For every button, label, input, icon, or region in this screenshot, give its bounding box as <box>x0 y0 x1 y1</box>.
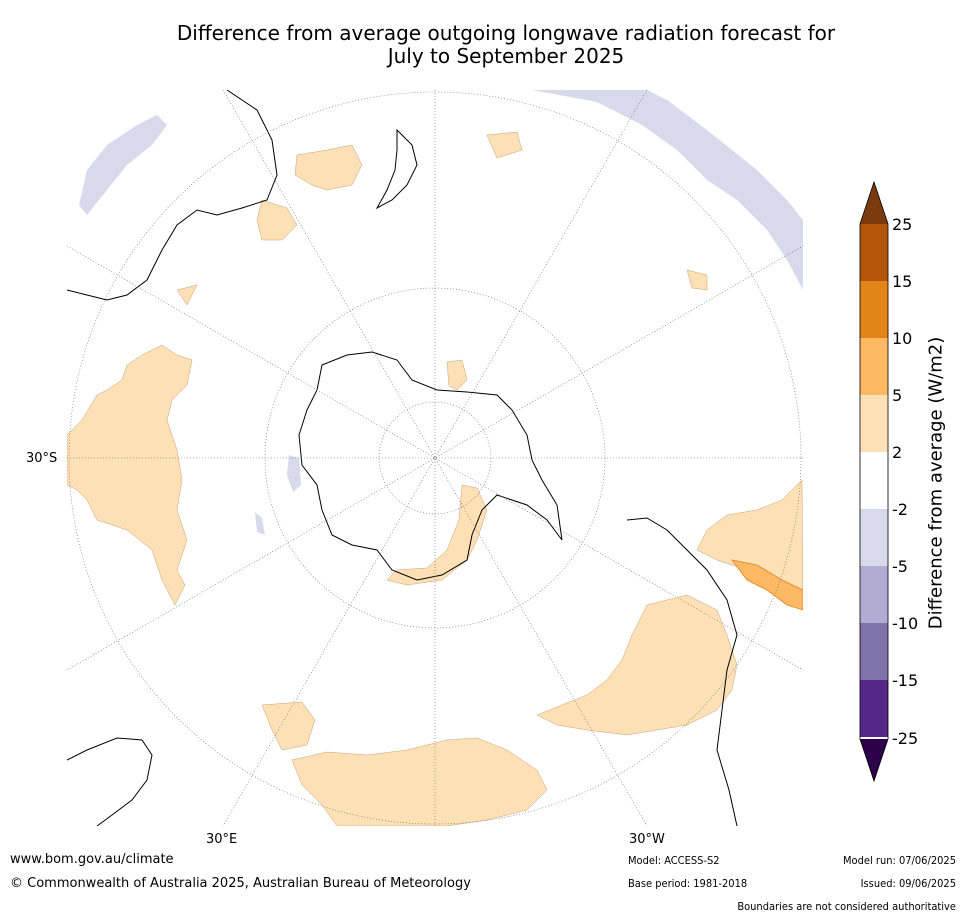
anomaly-pos-strong <box>731 559 803 611</box>
title-line-2: July to September 2025 <box>387 44 625 68</box>
anomaly-pos-blob-1 <box>486 131 523 159</box>
lon-label-30w: 30°W <box>629 832 665 847</box>
title-line-1: Difference from average outgoing longwav… <box>176 21 836 45</box>
anomaly-pos-south <box>291 737 548 826</box>
footer-disclaimer: Boundaries are not considered authoritat… <box>737 900 956 913</box>
australia-coast <box>67 90 278 301</box>
colorbar-tick: -5 <box>892 557 908 576</box>
south-america-coast <box>626 517 738 826</box>
anomaly-pos-small-ant <box>386 484 488 586</box>
anomaly-pos-blob-2 <box>686 269 708 291</box>
colorbar <box>859 180 889 783</box>
colorbar-m25-m15 <box>860 680 888 737</box>
colorbar-tick: -10 <box>892 614 919 633</box>
colorbar-15-25 <box>860 224 888 281</box>
colorbar-5-10 <box>860 338 888 395</box>
colorbar-tick: -15 <box>892 671 919 690</box>
anomaly-neg-small-2 <box>255 512 265 535</box>
colorbar-tick: 5 <box>892 386 903 405</box>
colorbar-10-15 <box>860 281 888 338</box>
colorbar-m15-m10 <box>860 623 888 680</box>
footer-copyright: © Commonwealth of Australia 2025, Austra… <box>10 876 471 891</box>
footer-model-run: Model run: 07/06/2025 <box>843 854 956 867</box>
footer-issued: Issued: 09/06/2025 <box>860 877 956 890</box>
anomaly-pos-blob-4 <box>176 284 198 306</box>
map-title: Difference from average outgoing longwav… <box>100 22 912 68</box>
colorbar-tick: -25 <box>892 729 919 748</box>
colorbar-tick: 25 <box>892 215 913 234</box>
footer-url[interactable]: www.bom.gov.au/climate <box>10 852 174 867</box>
colorbar-arrow-bottom <box>860 739 888 781</box>
anomaly-neg-indian <box>79 115 167 215</box>
colorbar-tick: 15 <box>892 272 913 291</box>
colorbar-m5-m2 <box>860 509 888 566</box>
colorbar-label: Difference from average (W/m2) <box>925 336 947 630</box>
colorbar-2-5 <box>860 395 888 452</box>
colorbar-tick: 2 <box>892 443 903 462</box>
anomaly-neg-small-1 <box>287 455 301 492</box>
lon-label-30e: 30°E <box>206 832 238 847</box>
colorbar-tick: 10 <box>892 329 913 348</box>
africa-coast <box>67 737 153 826</box>
anomaly-pos-nw <box>294 144 363 191</box>
colorbar-neutral <box>860 452 888 509</box>
footer-base-period: Base period: 1981-2018 <box>628 877 748 890</box>
colorbar-tick: -2 <box>892 500 908 519</box>
lat-label-30s: 30°S <box>26 451 58 466</box>
footer-model: Model: ACCESS-S2 <box>628 854 720 867</box>
colorbar-arrow-top <box>860 182 888 224</box>
antarctica-coast <box>298 351 563 581</box>
anomaly-pos-australia-s <box>256 199 298 241</box>
anomaly-neg-pacific <box>532 90 803 290</box>
anomaly-pos-ant-blob <box>446 359 468 391</box>
polar-map <box>67 90 803 826</box>
graticule <box>67 90 803 826</box>
new-zealand-coast <box>375 128 418 210</box>
colorbar-m10-m5 <box>860 566 888 623</box>
anomaly-pos-south-america <box>536 594 738 736</box>
anomaly-pos-blob-3 <box>261 701 316 751</box>
anomaly-pos-indian <box>67 344 193 606</box>
